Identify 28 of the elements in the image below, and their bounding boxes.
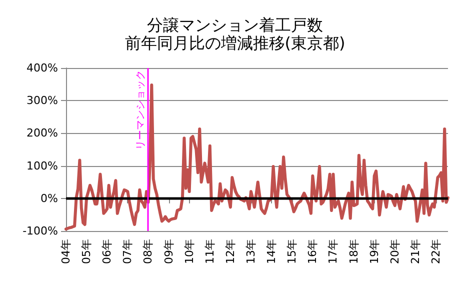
x-tick-label: 06年: [100, 239, 114, 264]
y-tick-label: 0%: [40, 192, 58, 205]
y-tick-label: 400%: [26, 62, 58, 74]
x-tick-label: 15年: [286, 239, 299, 264]
chart-subtitle: 前年同月比の増減推移(東京都): [124, 34, 346, 52]
x-tick-label: 22年: [430, 239, 443, 264]
x-tick-label: 19年: [368, 239, 381, 264]
x-tick-label: 12年: [224, 239, 237, 264]
x-tick-label: 20年: [388, 239, 402, 264]
x-tick-label: 18年: [347, 239, 360, 264]
x-tick-label: 21年: [408, 239, 422, 264]
x-tick-label: 17年: [326, 239, 340, 264]
y-tick-label: 200%: [26, 126, 58, 140]
x-tick-label: 11年: [203, 239, 216, 264]
chart-title: 分譲マンション着工戸数: [147, 16, 323, 34]
x-tick-label: 08年: [142, 239, 155, 264]
x-tick-label: 14年: [265, 239, 278, 264]
x-tick-label: 16年: [306, 239, 320, 264]
y-tick-label: -100%: [22, 224, 58, 238]
y-tick-label: 300%: [26, 94, 58, 108]
ref-line-label: リーマンショック: [136, 70, 147, 150]
x-tick-label: 04年: [60, 239, 72, 264]
x-tick-label: 13年: [244, 239, 258, 264]
x-tick-label: 09年: [162, 239, 176, 264]
x-tick-label: 10年: [182, 239, 196, 264]
x-tick-label: 05年: [80, 239, 94, 264]
x-tick-label: 07年: [121, 239, 134, 264]
y-tick-label: 100%: [26, 159, 58, 172]
